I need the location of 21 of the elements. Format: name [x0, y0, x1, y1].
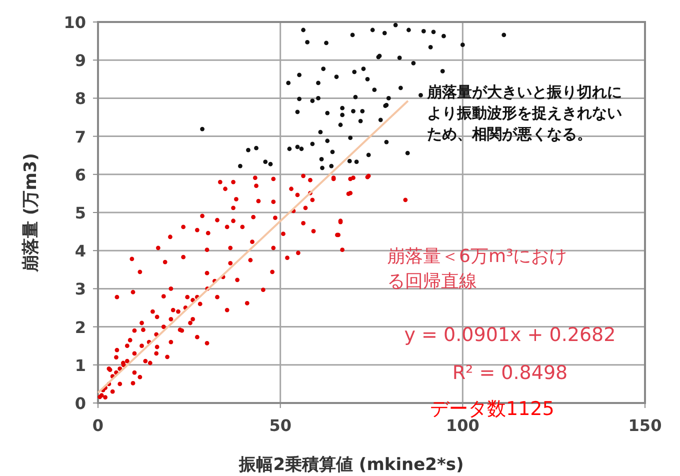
y-axis-title: 崩落量 (万m3): [21, 153, 41, 273]
x-axis-title: 振幅2乗積算値 (mkine2*s): [238, 455, 464, 475]
y-tick-label: 6: [74, 165, 86, 184]
y-tick-label: 9: [74, 51, 86, 70]
annotation: y = 0.0901x + 0.2682: [403, 323, 617, 348]
y-tick-label: 1: [74, 356, 86, 375]
y-tick-label: 5: [74, 204, 86, 222]
y-tick-label: 3: [74, 280, 86, 299]
y-tick-label: 2: [74, 318, 86, 337]
y-tick-label: 0: [74, 394, 86, 413]
x-tick-label: 50: [269, 416, 292, 435]
y-tick-label: 8: [74, 89, 86, 108]
annotation: R² = 0.8498: [451, 361, 569, 386]
annotation: 崩落量が大きいと振り切れにより振動波形を捉えきれないため、相関が悪くなる。: [427, 82, 623, 145]
y-tick-label: 7: [74, 127, 86, 146]
x-tick-label: 150: [628, 416, 662, 435]
y-tick-label: 4: [74, 242, 86, 261]
annotation: 崩落量＜6万m³における回帰直線: [387, 245, 568, 294]
annotation: データ数1125: [430, 397, 556, 420]
x-tick-label: 0: [92, 416, 104, 435]
y-tick-label: 10: [64, 13, 86, 32]
